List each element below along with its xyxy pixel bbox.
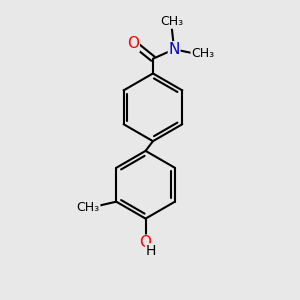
Text: CH₃: CH₃ (191, 47, 214, 60)
Text: CH₃: CH₃ (77, 201, 100, 214)
Text: O: O (140, 235, 152, 250)
Text: H: H (146, 244, 156, 258)
Text: CH₃: CH₃ (160, 15, 183, 28)
Text: N: N (169, 42, 180, 57)
Text: O: O (127, 37, 139, 52)
